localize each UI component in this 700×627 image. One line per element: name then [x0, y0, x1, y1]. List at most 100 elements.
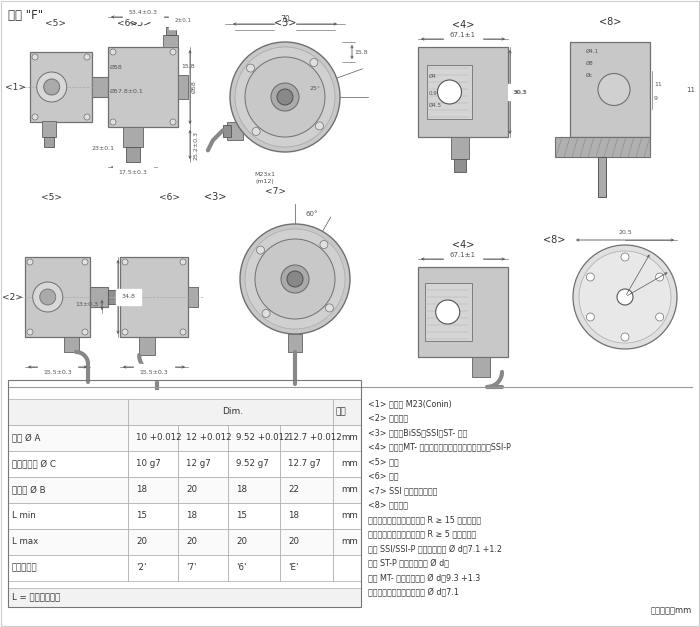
Text: 2±0.1: 2±0.1: [174, 19, 192, 23]
Text: <2>: <2>: [1, 293, 22, 302]
Text: '2': '2': [136, 564, 146, 572]
Text: 10 +0.012: 10 +0.012: [136, 433, 181, 443]
Text: 固定安装时的电缆弯曲半径 R ≥ 5 倍电缆直径: 固定安装时的电缆弯曲半径 R ≥ 5 倍电缆直径: [368, 529, 476, 539]
Text: <8>: <8>: [542, 235, 565, 245]
Bar: [280, 451, 333, 477]
Circle shape: [110, 119, 116, 125]
Bar: [178, 477, 228, 503]
Circle shape: [27, 329, 33, 335]
Text: mm: mm: [341, 512, 358, 520]
Circle shape: [617, 289, 633, 305]
Bar: [178, 555, 228, 581]
Text: 18: 18: [136, 485, 147, 495]
Text: 70: 70: [280, 16, 290, 24]
Circle shape: [621, 253, 629, 261]
Text: 18: 18: [236, 485, 247, 495]
Text: Ø8: Ø8: [586, 60, 594, 65]
Text: 15: 15: [136, 512, 147, 520]
Circle shape: [230, 42, 340, 152]
Bar: [108, 47, 178, 127]
Text: M23x1: M23x1: [255, 172, 276, 176]
Circle shape: [245, 57, 325, 137]
Text: <6> 径向: <6> 径向: [368, 472, 398, 480]
Text: <5> 轴向: <5> 轴向: [368, 457, 398, 466]
Text: 匹配连接轴 Ø C: 匹配连接轴 Ø C: [12, 460, 56, 468]
Circle shape: [587, 273, 594, 281]
Text: 15.8: 15.8: [181, 65, 195, 70]
Bar: [451, 137, 468, 159]
Bar: [8, 477, 128, 503]
Text: <5>: <5>: [41, 192, 62, 201]
Bar: [333, 425, 361, 451]
Text: 67.1±1: 67.1±1: [450, 252, 476, 258]
Circle shape: [240, 224, 350, 334]
Text: 9: 9: [654, 97, 658, 102]
Text: Ø4: Ø4: [429, 74, 437, 79]
Bar: [280, 503, 333, 529]
Circle shape: [170, 49, 176, 55]
Text: 20: 20: [136, 537, 147, 547]
Text: Ø57.8±0.1: Ø57.8±0.1: [110, 88, 144, 93]
Text: <8> 客户端面: <8> 客户端面: [368, 500, 408, 510]
Bar: [114, 80, 122, 94]
Text: 'E': 'E': [288, 564, 298, 572]
Bar: [178, 75, 188, 99]
Bar: [223, 125, 231, 137]
Text: <4> 接口：MT- 并行（仅适用电缆）、现场总线、SSI-P: <4> 接口：MT- 并行（仅适用电缆）、现场总线、SSI-P: [368, 443, 511, 451]
Bar: [418, 267, 508, 357]
Text: 12.7 g7: 12.7 g7: [288, 460, 321, 468]
Text: 弹性安装时的电缆弯曲半径 R ≥ 15 倍电缆直径: 弹性安装时的电缆弯曲半径 R ≥ 15 倍电缆直径: [368, 515, 481, 524]
Bar: [92, 77, 114, 97]
Text: Dim.: Dim.: [222, 408, 243, 416]
Bar: [228, 451, 280, 477]
Bar: [43, 137, 54, 147]
Bar: [598, 157, 606, 197]
Circle shape: [84, 54, 90, 60]
Bar: [454, 159, 466, 172]
Text: 20.5: 20.5: [618, 231, 632, 236]
Bar: [178, 503, 228, 529]
Text: 22: 22: [288, 485, 299, 495]
Bar: [178, 529, 228, 555]
Circle shape: [438, 80, 461, 104]
Bar: [8, 379, 361, 607]
Text: Ø4.5: Ø4.5: [429, 103, 442, 108]
Circle shape: [621, 333, 629, 341]
Circle shape: [245, 229, 345, 329]
Bar: [163, 35, 178, 47]
Circle shape: [246, 64, 255, 72]
Text: 25°: 25°: [310, 87, 321, 92]
Bar: [128, 425, 178, 451]
Bar: [8, 529, 128, 555]
Text: 9.52 +0.012: 9.52 +0.012: [236, 433, 290, 443]
Text: L max: L max: [12, 537, 38, 547]
Text: 12 g7: 12 g7: [186, 460, 211, 468]
Text: 15.5±0.3: 15.5±0.3: [139, 369, 169, 374]
Circle shape: [320, 241, 328, 248]
Text: 轴型号代码: 轴型号代码: [12, 564, 38, 572]
Circle shape: [598, 73, 630, 105]
Text: 20: 20: [186, 537, 197, 547]
Bar: [8, 425, 128, 451]
Circle shape: [255, 239, 335, 319]
Circle shape: [40, 289, 56, 305]
Circle shape: [84, 114, 90, 120]
Bar: [125, 147, 139, 162]
Circle shape: [256, 246, 265, 254]
Text: mm: mm: [341, 485, 358, 495]
Bar: [472, 357, 490, 377]
Text: 25.2±0.3: 25.2±0.3: [194, 130, 199, 159]
Circle shape: [110, 49, 116, 55]
Circle shape: [277, 89, 293, 105]
Bar: [555, 137, 650, 157]
Circle shape: [573, 245, 677, 349]
Bar: [425, 283, 472, 341]
Circle shape: [82, 329, 88, 335]
Text: Ø4.1: Ø4.1: [586, 49, 599, 54]
Text: 17.5±0.3: 17.5±0.3: [118, 169, 147, 174]
Bar: [227, 122, 243, 140]
Text: '6': '6': [236, 564, 246, 572]
Bar: [288, 334, 302, 352]
Circle shape: [43, 79, 60, 95]
Bar: [427, 65, 472, 119]
